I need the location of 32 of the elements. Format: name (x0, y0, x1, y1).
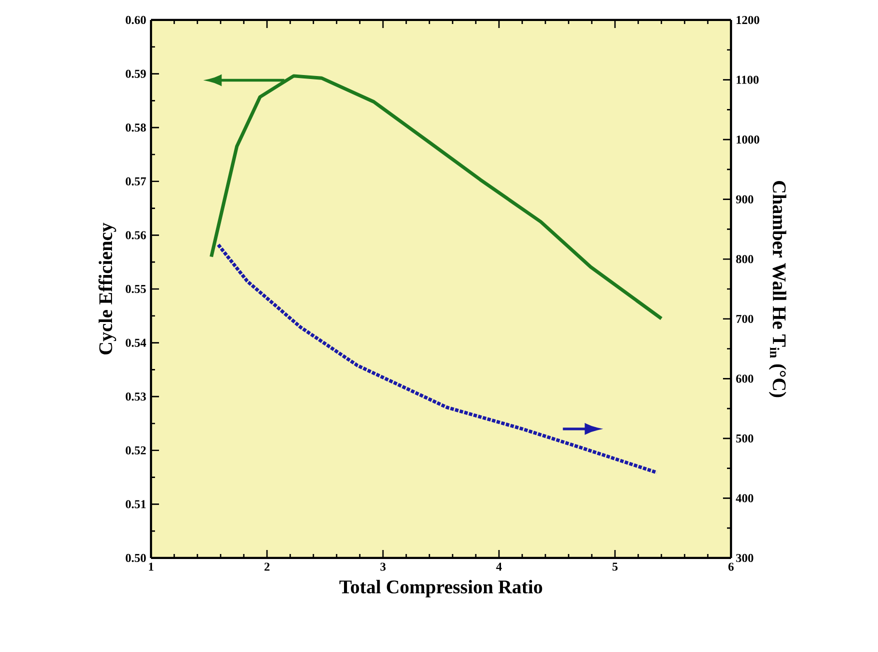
line-series (216, 243, 658, 474)
y-tick-label: 0.51 (126, 500, 146, 508)
x-tick-label: 5 (612, 562, 618, 571)
y2-tick-label: 1100 (736, 76, 759, 84)
x-tick-label: 3 (380, 562, 386, 571)
y2-tick-label: 900 (736, 195, 754, 204)
y2-tick-label: 500 (736, 434, 754, 442)
y2-tick-label: 1000 (736, 136, 760, 144)
x-tick-label: 1 (148, 562, 154, 571)
y-tick-label: 0.53 (126, 392, 146, 401)
y-tick-label: 0.55 (126, 284, 146, 294)
y2-tick-label: 700 (736, 314, 754, 323)
y-tick-label: 0.54 (126, 338, 146, 347)
y2-tick-label: 1200 (736, 16, 760, 24)
x-tick-label: 4 (496, 562, 502, 571)
x-tick-label: 2 (264, 562, 270, 571)
y-tick-label: 0.59 (126, 70, 146, 78)
x-axis-title: Total Compression Ratio (339, 580, 542, 598)
y-tick-label: 0.60 (126, 16, 146, 24)
y2-tick-label: 400 (736, 494, 754, 502)
y-tick-label: 0.57 (126, 177, 146, 186)
x-tick-label: 6 (728, 562, 734, 571)
y-tick-label: 0.52 (126, 446, 146, 454)
y-tick-label: 0.56 (126, 231, 146, 240)
y2-axis-title: Chamber Wall He T$_{in}$ (°C) (768, 181, 786, 398)
y2-tick-label: 800 (736, 255, 754, 264)
y2-tick-label: 300 (736, 554, 754, 562)
y-axis-title: Cycle Efficiency (98, 222, 116, 354)
y-tick-label: 0.58 (126, 124, 146, 132)
y-tick-label: 0.50 (126, 554, 146, 562)
line-series (210, 74, 664, 320)
y2-tick-label: 600 (736, 374, 754, 383)
